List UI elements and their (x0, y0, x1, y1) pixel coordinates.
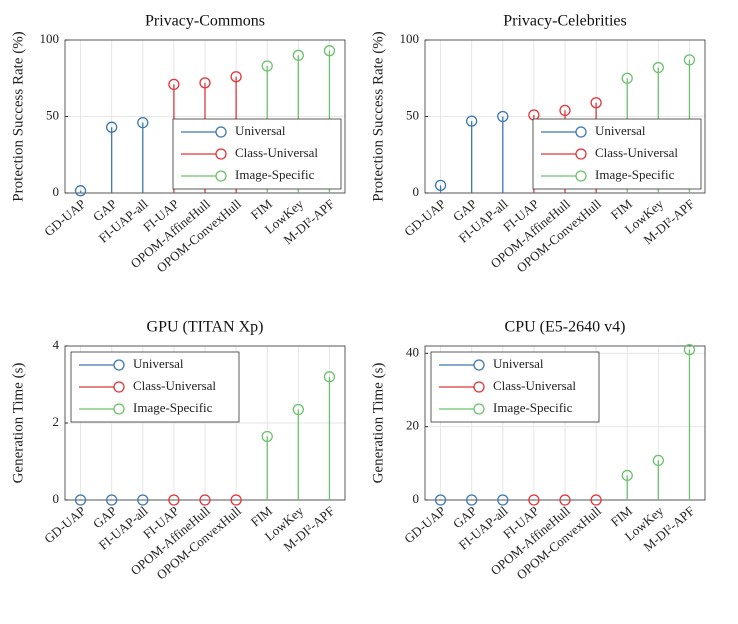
stem-marker (652, 454, 664, 467)
y-tick-label: 100 (400, 31, 420, 46)
legend-marker (215, 170, 227, 182)
stem-marker (106, 494, 118, 506)
stem-marker (199, 77, 211, 89)
stem-marker (559, 494, 571, 506)
legend-label: Image-Specific (235, 167, 315, 182)
legend-label: Image-Specific (493, 400, 573, 415)
stem-marker (323, 45, 336, 57)
y-tick-label: 0 (413, 491, 420, 506)
stem-marker (74, 494, 87, 506)
subplot: Privacy-Celebrities Protection Success Ra… (370, 13, 706, 275)
y-tick-label: 20 (406, 418, 419, 433)
legend-label: Universal (235, 123, 286, 138)
chart-title: CPU (E5-2640 v4) (505, 319, 626, 336)
stem-marker (621, 72, 633, 84)
y-tick-label: 4 (53, 337, 60, 352)
stem-marker (590, 97, 602, 109)
stem-marker (621, 469, 633, 482)
stem-marker (199, 494, 211, 506)
legend-label: Class-Universal (133, 378, 216, 393)
legend-marker (575, 170, 587, 182)
stem-marker (168, 78, 180, 91)
stem-marker (230, 71, 242, 83)
x-tick-label: GD-UAP (401, 196, 448, 239)
y-tick-label: 50 (46, 107, 59, 122)
stem-marker (683, 54, 696, 66)
stem-marker (323, 371, 336, 383)
y-tick-label: 0 (53, 184, 60, 199)
subplot: GPU (TITAN Xp) Generation Time (s) 0 2 4 GD-U… (10, 319, 346, 582)
stem-marker (590, 494, 602, 506)
y-tick-label: 0 (413, 184, 420, 199)
stem-marker (466, 494, 478, 506)
y-axis-label: Generation Time (s) (370, 363, 386, 484)
stem-marker (137, 494, 149, 506)
stem-marker (168, 494, 180, 506)
stem-marker (292, 403, 304, 416)
legend-label: Image-Specific (133, 400, 213, 415)
legend-label: Class-Universal (493, 378, 576, 393)
legend-label: Universal (133, 356, 184, 371)
legend-marker (215, 126, 227, 138)
stem-marker (137, 116, 149, 129)
stem-marker (261, 430, 273, 443)
stem-marker (652, 61, 664, 74)
y-axis-label: Protection Success Rate (%) (370, 31, 386, 201)
subplot: Privacy-Commons Protection Success Rate (… (10, 13, 346, 275)
stem-marker (434, 494, 447, 506)
legend-marker (113, 403, 125, 415)
legend-marker (575, 148, 587, 160)
stem-marker (497, 110, 509, 123)
legend-marker (473, 403, 485, 415)
axes-box (64, 345, 346, 501)
chart-title: Privacy-Celebrities (503, 13, 627, 30)
legend-label: Class-Universal (595, 145, 678, 160)
chart-title: Privacy-Commons (145, 13, 265, 30)
legend-label: Image-Specific (595, 167, 675, 182)
axes-box (424, 345, 706, 501)
y-axis-label: Generation Time (s) (10, 363, 26, 484)
legend-marker (575, 126, 587, 138)
legend-marker (215, 148, 227, 160)
x-tick-label: GD-UAP (401, 503, 448, 546)
subplot: CPU (E5-2640 v4) Generation Time (s) 0 20 40… (370, 319, 706, 582)
y-axis-label: Protection Success Rate (%) (10, 31, 26, 201)
y-tick-label: 50 (406, 107, 419, 122)
stem-marker (434, 179, 447, 192)
y-tick-label: 40 (406, 344, 419, 359)
stem-marker (466, 115, 478, 127)
legend-marker (473, 359, 485, 371)
stem-marker (106, 121, 118, 133)
x-tick-label: GD-UAP (41, 196, 88, 239)
x-tick-label: GD-UAP (41, 503, 88, 546)
legend-marker (473, 381, 485, 393)
stem-marker (230, 494, 242, 506)
legend-marker (113, 381, 125, 393)
y-tick-label: 0 (53, 491, 60, 506)
y-tick-label: 2 (53, 414, 60, 429)
legend-label: Universal (493, 356, 544, 371)
stem-marker (497, 494, 509, 506)
stem-marker (292, 49, 304, 61)
legend-marker (113, 359, 125, 371)
legend-label: Universal (595, 123, 646, 138)
stem-marker (74, 185, 87, 197)
chart-title: GPU (TITAN Xp) (147, 319, 264, 336)
stem-marker (528, 494, 540, 506)
stem-marker (261, 60, 273, 72)
y-tick-label: 100 (40, 31, 60, 46)
legend-label: Class-Universal (235, 145, 318, 160)
stem-marker (559, 104, 571, 117)
stem-marker (683, 344, 696, 356)
